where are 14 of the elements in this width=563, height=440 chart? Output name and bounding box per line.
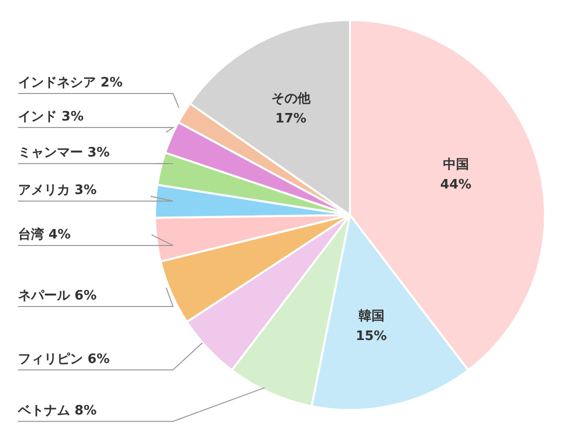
data-label: 17% [275,111,306,126]
slice-label: ネパール 6% [18,288,97,304]
data-label: 44% [440,178,472,193]
slice-label: ベトナム 8% [17,403,97,418]
slice-label: その他 [271,91,312,106]
slice-label: 台湾 4% [18,226,71,242]
slice-label: ミャンマー 3% [18,146,110,161]
slice-label: フィリピン 6% [18,352,110,367]
slice-label: アメリカ 3% [18,183,97,198]
slice-label: 韓国 [358,309,384,324]
slice-label: 中国 [442,158,469,173]
data-label: 15% [356,329,387,344]
slice-label: インド 3% [18,110,84,125]
slice-label: インドネシア 2% [18,76,123,91]
